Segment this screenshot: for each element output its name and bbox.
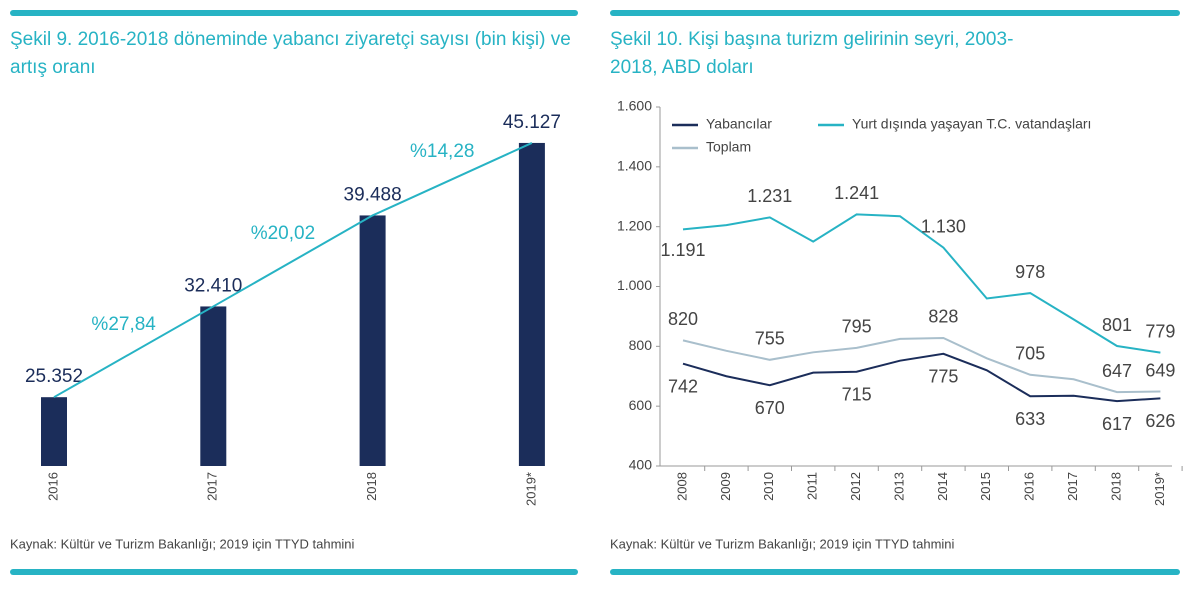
value-label: 755 [755,329,785,349]
growth-label: %20,02 [251,223,315,244]
legend-label: Yurt dışında yaşayan T.C. vatandaşları [852,116,1091,132]
x-tick-label: 2016 [1022,472,1037,501]
value-label: 978 [1015,262,1045,282]
value-label: 670 [755,398,785,418]
x-tick-label: 2015 [978,472,993,501]
x-tick-label: 2008 [674,472,689,501]
bar [518,142,545,466]
line [682,213,1161,354]
value-label: 715 [842,385,872,405]
value-label: 647 [1102,361,1132,381]
value-label: 1.241 [834,183,879,203]
source: Kaynak: Kültür ve Turizm Bakanlığı; 2019… [610,536,955,551]
x-tick-label: 2012 [848,472,863,501]
value-label: 649 [1145,360,1175,380]
bar [200,306,227,466]
value-label: 626 [1145,411,1175,431]
value-label: 39.488 [344,184,402,205]
growth-label: %14,28 [410,141,474,162]
x-tick-label: 2013 [891,472,906,501]
top-rule [10,10,578,16]
value-label: 1.130 [921,216,966,236]
value-label: 801 [1102,315,1132,335]
value-label: 775 [928,367,958,387]
value-label: 617 [1102,414,1132,434]
source: Kaynak: Kültür ve Turizm Bakanlığı; 2019… [10,536,355,551]
x-tick-label: 2017 [205,472,220,501]
y-tick-label: 400 [629,457,653,473]
x-tick-label: 2019* [1152,472,1167,506]
value-label: 45.127 [503,112,561,133]
bar [359,215,386,466]
x-tick-label: 2014 [935,472,950,501]
y-tick-label: 1.400 [617,158,652,174]
value-label: 1.231 [747,186,792,206]
value-label: 1.191 [660,240,705,260]
line [682,352,1161,403]
x-tick-label: 2009 [718,472,733,501]
value-label: 820 [668,309,698,329]
growth-label: %27,84 [91,314,156,335]
legend-label: Yabancılar [706,116,772,132]
value-label: 633 [1015,409,1045,429]
chart-title: Şekil 10. Kişi başına turizm gelirinin s… [610,29,1014,78]
value-label: 32.410 [184,275,242,296]
value-label: 705 [1015,344,1045,364]
bottom-rule [10,569,578,575]
legend-label: Toplam [706,139,751,155]
y-tick-label: 600 [629,397,653,413]
y-tick-label: 1.000 [617,277,652,293]
value-label: 779 [1145,321,1175,341]
x-tick-label: 2010 [761,472,776,501]
trend-line [53,142,533,399]
x-tick-label: 2016 [45,472,60,501]
bar [41,397,67,466]
x-tick-label: 2018 [1108,472,1123,501]
x-tick-label: 2011 [805,472,820,500]
value-label: 828 [928,307,958,327]
y-tick-label: 1.200 [617,217,652,233]
chart-title: Şekil 9. 2016-2018 döneminde yabancı ziy… [10,29,571,78]
top-rule [610,10,1180,16]
y-tick-label: 1.600 [617,98,652,114]
x-tick-label: 2018 [364,472,379,501]
x-tick-label: 2019* [523,472,538,506]
value-label: 742 [668,376,698,396]
line [682,336,1161,394]
x-tick-label: 2017 [1065,472,1080,501]
bottom-rule [610,569,1180,575]
value-label: 795 [842,317,872,337]
y-tick-label: 800 [629,337,653,353]
value-label: 25.352 [25,366,83,387]
